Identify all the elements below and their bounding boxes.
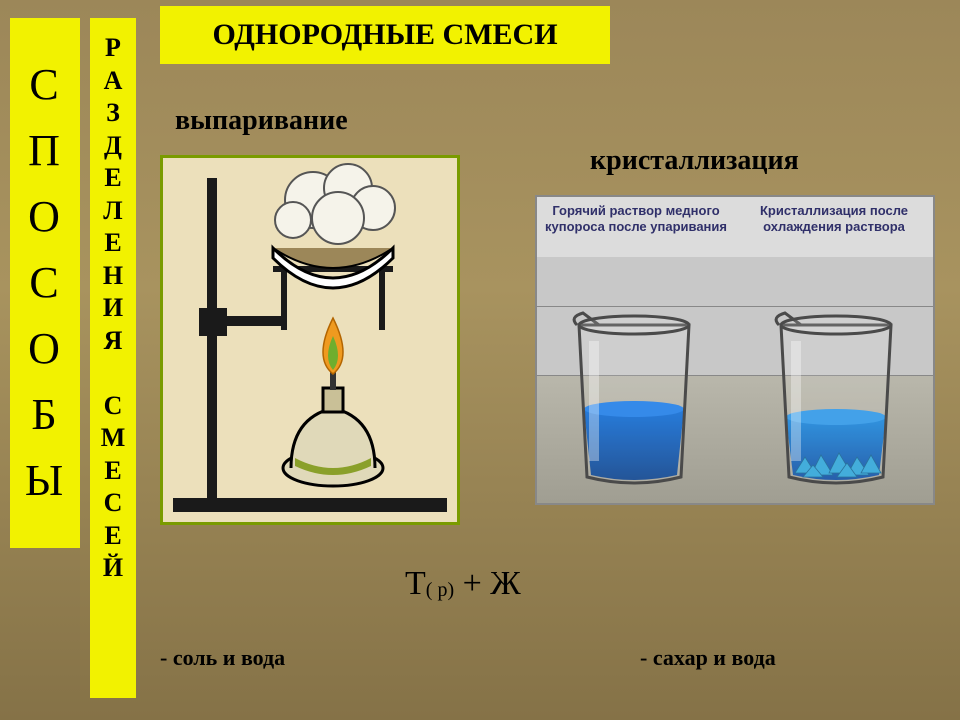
title-band: ОДНОРОДНЫЕ СМЕСИ	[160, 6, 610, 64]
beaker-hot-solution	[559, 305, 709, 485]
crystallization-scene	[537, 257, 933, 503]
slide: С П О С О Б Ы Р А З Д Е Л Е Н И Я С М Е …	[0, 0, 960, 720]
formula-sub: ( р)	[426, 579, 454, 601]
formula-T: Т	[405, 565, 426, 602]
title-text: ОДНОРОДНЫЕ СМЕСИ	[212, 18, 557, 52]
figure-crystallization: Горячий раствор медного купороса после у…	[535, 195, 935, 505]
side-column-methods: С П О С О Б Ы	[10, 18, 80, 548]
crystallization-caption-right: Кристаллизация после охлаждения раствора	[735, 197, 933, 257]
crystallization-captions: Горячий раствор медного купороса после у…	[537, 197, 933, 257]
label-evaporation: выпаривание	[175, 105, 348, 137]
crystallization-caption-left: Горячий раствор медного купороса после у…	[537, 197, 735, 257]
formula-tail: + Ж	[454, 565, 521, 602]
label-crystallization: кристаллизация	[590, 145, 799, 177]
example-left: - соль и вода	[160, 645, 285, 671]
side-column-separation: Р А З Д Е Л Е Н И Я С М Е С Е Й	[90, 18, 136, 698]
evaporation-svg	[163, 158, 457, 522]
example-right: - сахар и вода	[640, 645, 776, 671]
formula: Т( р) + Ж	[405, 565, 521, 603]
side-column-separation-text: Р А З Д Е Л Е Н И Я С М Е С Е Й	[101, 32, 126, 585]
side-column-methods-text: С П О С О Б Ы	[25, 52, 65, 514]
figure-evaporation	[160, 155, 460, 525]
beaker-crystals	[761, 305, 911, 485]
